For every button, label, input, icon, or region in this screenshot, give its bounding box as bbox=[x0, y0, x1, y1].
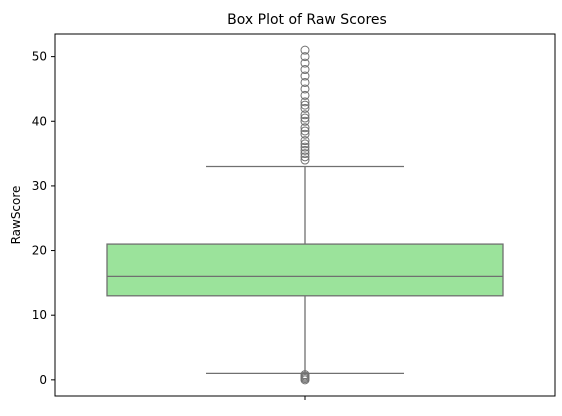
outlier-point bbox=[300, 123, 310, 133]
y-tick-label: 40 bbox=[32, 114, 47, 128]
outlier-point bbox=[300, 52, 310, 62]
outlier-point bbox=[300, 139, 310, 149]
outlier-point bbox=[300, 103, 310, 113]
outlier-point bbox=[300, 149, 310, 159]
outlier-point bbox=[300, 65, 310, 75]
y-tick-label: 10 bbox=[32, 308, 47, 322]
y-tick-label: 20 bbox=[32, 244, 47, 258]
outlier-point bbox=[300, 84, 310, 94]
y-axis-label: RawScore bbox=[9, 186, 23, 245]
plot-area: 0 10 20 30 40 50 bbox=[32, 33, 556, 400]
outlier-point bbox=[300, 77, 310, 87]
y-tick-label: 50 bbox=[32, 50, 47, 64]
chart-title: Box Plot of Raw Scores bbox=[227, 12, 387, 28]
outlier-point bbox=[300, 126, 310, 136]
outlier-point bbox=[300, 110, 310, 120]
outlier-point bbox=[300, 90, 310, 100]
outlier-point bbox=[300, 58, 310, 68]
outlier-point bbox=[300, 97, 310, 107]
outlier-point bbox=[300, 155, 310, 165]
outlier-point bbox=[300, 142, 310, 152]
outlier-point bbox=[300, 113, 310, 123]
outlier-point bbox=[300, 116, 310, 126]
y-tick-label: 30 bbox=[32, 179, 47, 193]
outlier-point bbox=[300, 136, 310, 146]
outlier-point bbox=[300, 145, 310, 155]
outlier-point bbox=[300, 370, 310, 380]
outlier-point bbox=[300, 152, 310, 162]
outlier-point bbox=[300, 71, 310, 81]
outlier-point bbox=[300, 129, 310, 139]
outlier-point bbox=[300, 100, 310, 110]
outlier-point bbox=[300, 45, 310, 55]
iqr-box bbox=[106, 243, 504, 297]
y-tick-label: 0 bbox=[39, 373, 47, 387]
